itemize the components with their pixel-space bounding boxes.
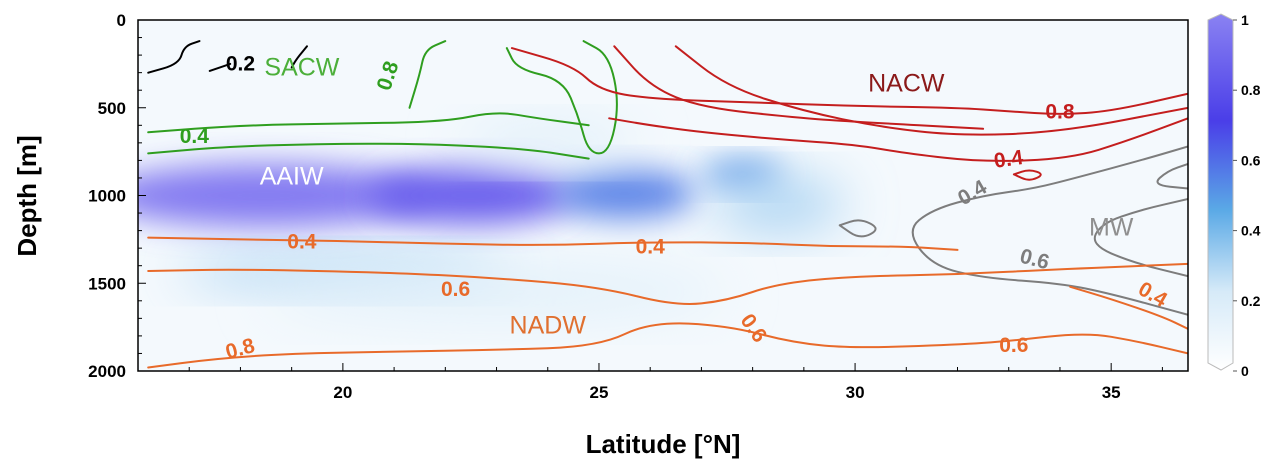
x-tick-label: 35 bbox=[1102, 383, 1121, 402]
contour-layer bbox=[147, 40, 1188, 369]
heatmap-cell bbox=[552, 169, 697, 219]
colorbar-ticks: 0 0.2 0.4 0.6 0.8 1 bbox=[1233, 12, 1261, 379]
colorbar-tick-label: 1 bbox=[1241, 12, 1249, 28]
contour-label: 0.8 bbox=[1045, 101, 1075, 124]
contour-line-nacw bbox=[510, 47, 1188, 115]
contour-label: 0.4 bbox=[636, 236, 666, 259]
y-tick-label: 1000 bbox=[88, 187, 126, 206]
y-axis-title: Depth [m] bbox=[12, 135, 42, 256]
contour-line-mw bbox=[1093, 198, 1188, 278]
x-axis: 20 25 30 35 bbox=[137, 363, 1163, 402]
x-axis-title: Latitude [°N] bbox=[586, 429, 741, 459]
water-mass-label-mw: MW bbox=[1089, 213, 1134, 241]
contour-line-nadw bbox=[1069, 285, 1188, 330]
contour-line-sacw bbox=[505, 40, 618, 155]
y-tick-label: 0 bbox=[117, 11, 126, 30]
heatmap-layer bbox=[138, 123, 845, 319]
water-mass-label-layer: SACW NACW AAIW MW NADW bbox=[260, 54, 1134, 340]
contour-line-nadw bbox=[147, 236, 959, 251]
contour-label: 0.4 bbox=[180, 125, 210, 148]
y-tick-label: 2000 bbox=[88, 362, 126, 381]
water-mass-label-nacw: NACW bbox=[868, 70, 945, 98]
contour-line-sacw bbox=[147, 142, 590, 160]
x-tick-label: 30 bbox=[846, 383, 865, 402]
contour-line-nacw bbox=[608, 117, 1188, 162]
contour-line-mw bbox=[911, 145, 1188, 316]
contour-line-sacw bbox=[147, 112, 590, 134]
contour-line-nadw bbox=[147, 262, 1188, 305]
colorbar-tick-label: 0.8 bbox=[1241, 82, 1261, 98]
colorbar-tick-label: 0.4 bbox=[1241, 223, 1261, 239]
contour-line-mw bbox=[838, 219, 877, 238]
water-mass-label-nadw: NADW bbox=[510, 312, 587, 340]
colorbar-tick-label: 0 bbox=[1241, 363, 1249, 379]
contour-line-nacw bbox=[1012, 169, 1042, 181]
contour-label: 0.4 bbox=[287, 230, 317, 253]
heatmap-cell bbox=[711, 177, 845, 231]
contour-label: 0.6 bbox=[441, 278, 470, 301]
heatmap-cell bbox=[138, 163, 433, 228]
x-tick-label: 25 bbox=[590, 383, 609, 402]
x-tick-label: 20 bbox=[333, 383, 352, 402]
contour-line-saiw bbox=[290, 45, 308, 69]
contour-label: 0.4 bbox=[993, 146, 1025, 173]
colorbar: 0 0.2 0.4 0.6 0.8 1 bbox=[1207, 12, 1261, 379]
heatmap-cell bbox=[266, 265, 728, 319]
water-mass-label-sacw: SACW bbox=[264, 54, 339, 82]
water-mass-label-aaiw: AAIW bbox=[260, 163, 324, 191]
contour-line-nacw bbox=[674, 45, 1188, 136]
contour-line-saiw bbox=[147, 40, 201, 74]
contour-line-saiw bbox=[208, 62, 232, 72]
contour-line-mw bbox=[1156, 162, 1188, 190]
heatmap-cell bbox=[368, 166, 574, 225]
colorbar-tick-label: 0.2 bbox=[1241, 293, 1261, 309]
y-tick-label: 1500 bbox=[88, 274, 126, 293]
colorbar-tick-label: 0.6 bbox=[1241, 152, 1261, 168]
contour-line-sacw bbox=[408, 40, 447, 109]
contour-label: 0.2 bbox=[226, 52, 255, 75]
y-tick-label: 500 bbox=[98, 99, 126, 118]
heatmap-cell bbox=[458, 123, 638, 163]
colorbar-bar bbox=[1207, 13, 1234, 371]
contour-label: 0.6 bbox=[999, 334, 1028, 357]
y-axis: 0 500 1000 1500 2000 bbox=[88, 11, 146, 381]
contour-line-nadw bbox=[147, 322, 1188, 369]
